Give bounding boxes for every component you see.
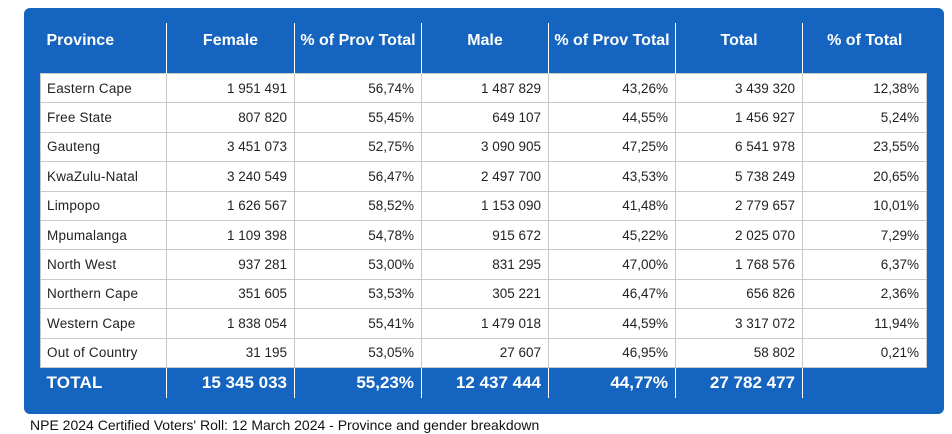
total-pct-cell: 0,21% [802,337,927,368]
header-female-pct: % of Prov Total [294,23,422,74]
total-pct-cell: 6,37% [802,249,927,280]
table-row: Free State 807 820 55,45% 649 107 44,55% 1 45… [40,102,927,133]
header-province: Province [40,23,167,74]
female-pct-cell: 56,47% [294,161,422,192]
header-female: Female [166,23,295,74]
table-row: Limpopo 1 626 567 58,52% 1 153 090 41,48% 2 7… [40,190,927,221]
male-cell: 2 497 700 [421,161,549,192]
table-row: KwaZulu-Natal 3 240 549 56,47% 2 497 700 43,… [40,161,927,192]
female-pct-cell: 58,52% [294,190,422,221]
female-cell: 807 820 [166,102,295,133]
female-pct-cell: 55,41% [294,308,422,339]
total-pct-cell: 23,55% [802,131,927,163]
female-cell: 1 626 567 [166,190,295,221]
female-pct-cell: 56,74% [294,72,422,104]
male-cell: 649 107 [421,102,549,133]
female-pct-cell: 54,78% [294,219,422,251]
male-pct-cell: 46,47% [548,278,676,310]
total-cell: 6 541 978 [675,131,803,163]
province-cell: North West [40,249,167,280]
female-cell: 1 838 054 [166,308,295,339]
total-cell: 2 025 070 [675,219,803,251]
total-row: TOTAL 15 345 033 55,23% 12 437 444 44,77% 27 … [40,367,927,398]
total-male-cell: 12 437 444 [421,367,549,398]
total-pct-cell: 2,36% [802,278,927,310]
female-cell: 3 451 073 [166,131,295,163]
total-pct-cell: 10,01% [802,190,927,221]
province-cell: Gauteng [40,131,167,163]
province-cell: Limpopo [40,190,167,221]
total-pct-cell: 20,65% [802,161,927,192]
male-pct-cell: 41,48% [548,190,676,221]
total-cell: 1 456 927 [675,102,803,133]
province-cell: Eastern Cape [40,72,167,104]
table-row: Northern Cape 351 605 53,53% 305 221 46,47% 6… [40,278,927,310]
header-total-pct: % of Total [802,23,927,74]
header-total: Total [675,23,803,74]
total-male-pct-cell: 44,77% [548,367,676,398]
male-pct-cell: 43,26% [548,72,676,104]
female-cell: 351 605 [166,278,295,310]
male-cell: 1 487 829 [421,72,549,104]
male-cell: 1 479 018 [421,308,549,339]
voters-roll-table: Province Female % of Prov Total Male % o… [40,23,927,398]
male-pct-cell: 45,22% [548,219,676,251]
total-pct-cell: 7,29% [802,219,927,251]
female-pct-cell: 53,05% [294,337,422,368]
male-pct-cell: 46,95% [548,337,676,368]
male-cell: 1 153 090 [421,190,549,221]
male-pct-cell: 43,53% [548,161,676,192]
table-row: Western Cape 1 838 054 55,41% 1 479 018 44,5… [40,308,927,339]
total-total-pct-cell [802,367,927,398]
male-cell: 27 607 [421,337,549,368]
total-pct-cell: 11,94% [802,308,927,339]
table-row: Out of Country 31 195 53,05% 27 607 46,95% 58… [40,337,927,368]
total-cell: 58 802 [675,337,803,368]
total-total-cell: 27 782 477 [675,367,803,398]
male-cell: 305 221 [421,278,549,310]
female-cell: 1 109 398 [166,219,295,251]
total-pct-cell: 12,38% [802,72,927,104]
header-male: Male [421,23,549,74]
male-pct-cell: 44,55% [548,102,676,133]
total-cell: 2 779 657 [675,190,803,221]
female-pct-cell: 52,75% [294,131,422,163]
province-cell: KwaZulu-Natal [40,161,167,192]
male-cell: 831 295 [421,249,549,280]
total-pct-cell: 5,24% [802,102,927,133]
province-cell: Out of Country [40,337,167,368]
table-caption: NPE 2024 Certified Voters' Roll: 12 Marc… [30,417,540,433]
female-pct-cell: 53,00% [294,249,422,280]
male-pct-cell: 47,25% [548,131,676,163]
total-cell: 3 317 072 [675,308,803,339]
province-cell: Mpumalanga [40,219,167,251]
header-male-pct: % of Prov Total [548,23,676,74]
female-pct-cell: 55,45% [294,102,422,133]
male-cell: 915 672 [421,219,549,251]
female-pct-cell: 53,53% [294,278,422,310]
total-province-cell: TOTAL [40,367,167,398]
province-cell: Free State [40,102,167,133]
total-cell: 656 826 [675,278,803,310]
table-row: Eastern Cape 1 951 491 56,74% 1 487 829 43,2… [40,72,927,104]
female-cell: 31 195 [166,337,295,368]
female-cell: 937 281 [166,249,295,280]
total-female-cell: 15 345 033 [166,367,295,398]
province-cell: Western Cape [40,308,167,339]
table-row: Gauteng 3 451 073 52,75% 3 090 905 47,25% 6 5… [40,131,927,163]
table-row: North West 937 281 53,00% 831 295 47,00% 1 76… [40,249,927,280]
female-cell: 3 240 549 [166,161,295,192]
total-cell: 3 439 320 [675,72,803,104]
male-pct-cell: 47,00% [548,249,676,280]
total-cell: 1 768 576 [675,249,803,280]
male-cell: 3 090 905 [421,131,549,163]
table-body: Eastern Cape 1 951 491 56,74% 1 487 829 43,2… [40,72,927,398]
table-header-row: Province Female % of Prov Total Male % o… [40,23,927,74]
table-row: Mpumalanga 1 109 398 54,78% 915 672 45,22% 2 … [40,219,927,251]
male-pct-cell: 44,59% [548,308,676,339]
female-cell: 1 951 491 [166,72,295,104]
total-cell: 5 738 249 [675,161,803,192]
province-cell: Northern Cape [40,278,167,310]
total-female-pct-cell: 55,23% [294,367,422,398]
